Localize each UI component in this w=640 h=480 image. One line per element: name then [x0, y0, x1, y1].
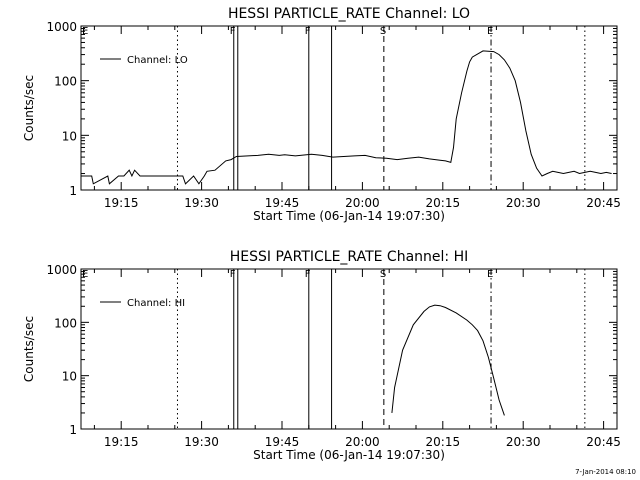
- chart-1-series-line: [81, 50, 612, 185]
- chart-1-annotation-label: S: [380, 26, 386, 37]
- chart-2-x-axis-label: Start Time (06-Jan-14 19:07:30): [253, 448, 445, 462]
- chart-panel-2: HESSI PARTICLE_RATE Channel: HI 19:15 19:3…: [22, 249, 621, 462]
- chart-1-annotation-label: F: [305, 26, 311, 37]
- chart-1-legend-label: Channel: LO: [127, 55, 188, 66]
- chart-1-x-tick-label: 19:30: [184, 196, 219, 210]
- chart-1-x-tick-label: 20:15: [426, 196, 461, 210]
- chart-1-x-tick-label: 20:45: [586, 196, 621, 210]
- chart-1-x-tick-label: 19:45: [265, 196, 300, 210]
- chart-2-annotation-label: F: [230, 269, 236, 280]
- chart-1-y-tick-label: 10: [62, 129, 77, 143]
- chart-2-x-tick-label: 19:45: [265, 435, 300, 449]
- chart-2-y-tick-label: 10: [62, 370, 77, 384]
- chart-1-y-axis-label: Counts/sec: [22, 75, 36, 141]
- chart-2-x-tick-label: 20:00: [345, 435, 380, 449]
- chart-2-plot-frame: [80, 268, 618, 430]
- chart-2-annotation-label: E: [487, 269, 493, 280]
- chart-2-annotation-label: S: [380, 269, 386, 280]
- chart-1-x-tick-label: 20:00: [345, 196, 380, 210]
- chart-2-x-tick-label: 20:15: [426, 435, 461, 449]
- chart-1-title: HESSI PARTICLE_RATE Channel: LO: [228, 6, 470, 22]
- chart-2-y-tick-label: 1000: [46, 263, 77, 277]
- chart-2-y-axis-label: Counts/sec: [22, 316, 36, 382]
- chart-1-annotation-label: F: [230, 26, 236, 37]
- chart-2-annotation-label: F: [305, 269, 311, 280]
- chart-1-y-tick-label: 1000: [46, 20, 77, 34]
- chart-2-x-tick-label: 20:30: [506, 435, 541, 449]
- chart-1-x-axis-label: Start Time (06-Jan-14 19:07:30): [253, 209, 445, 223]
- chart-1-y-tick-label: 100: [54, 75, 77, 89]
- chart-2-edge-label: E: [82, 269, 88, 280]
- chart-panel-1: HESSI PARTICLE_RATE Channel: LO 19:15 19:3…: [22, 6, 621, 223]
- chart-1-x-tick-label: 19:15: [104, 196, 139, 210]
- footer-timestamp: 7-Jan-2014 08:10: [575, 468, 636, 476]
- chart-2-x-tick-label: 20:45: [586, 435, 621, 449]
- chart-2-x-tick-label: 19:30: [184, 435, 219, 449]
- chart-2-x-tick-label: 19:15: [104, 435, 139, 449]
- chart-1-annotation-label: E: [487, 26, 493, 37]
- chart-2-series-line: [391, 304, 505, 416]
- chart-1-x-tick-label: 20:30: [506, 196, 541, 210]
- chart-2-y-tick-label: 100: [54, 316, 77, 330]
- chart-1-plot-frame: [80, 25, 618, 191]
- chart-1-edge-label: E: [82, 26, 88, 37]
- chart-2-title: HESSI PARTICLE_RATE Channel: HI: [230, 249, 468, 265]
- chart-2-y-tick-label: 1: [69, 423, 77, 437]
- chart-1-y-tick-label: 1: [69, 184, 77, 198]
- chart-2-legend-label: Channel: HI: [127, 298, 185, 309]
